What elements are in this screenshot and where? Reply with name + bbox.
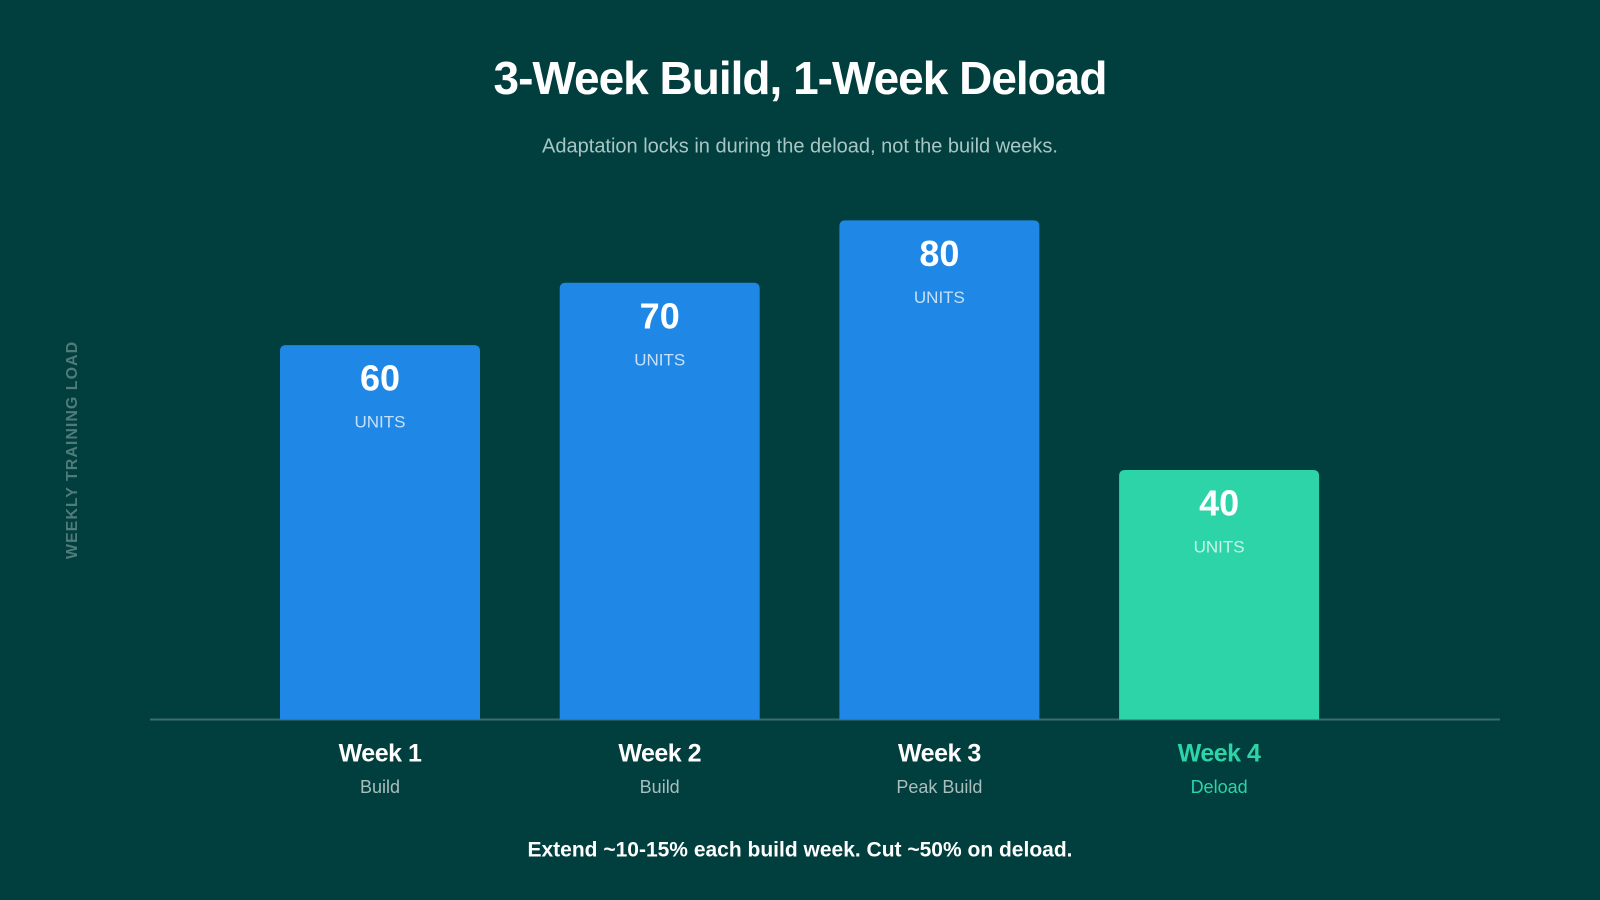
x-tick-label: Week 4	[1178, 740, 1261, 768]
unit-label: UNITS	[634, 350, 685, 369]
category-note: Deload	[1191, 777, 1248, 797]
bar	[559, 282, 760, 720]
footnote: Extend ~10-15% each build week. Cut ~50%…	[527, 839, 1072, 862]
category-note: Build	[640, 777, 680, 797]
unit-label: UNITS	[355, 413, 406, 432]
value-label: 60	[360, 358, 400, 399]
x-tick-label: Week 1	[339, 740, 422, 768]
unit-label: UNITS	[914, 288, 965, 307]
bar	[1119, 469, 1320, 720]
chart-title: 3-Week Build, 1-Week Deload	[494, 52, 1107, 104]
x-tick-label: Week 2	[618, 740, 701, 768]
value-label: 80	[919, 233, 959, 274]
value-label: 70	[640, 295, 680, 336]
value-label: 40	[1199, 482, 1239, 523]
category-note: Peak Build	[896, 777, 982, 797]
y-axis-label: WEEKLY TRAINING LOAD	[64, 341, 81, 559]
bar	[280, 345, 480, 720]
category-note: Build	[360, 777, 400, 797]
unit-label: UNITS	[1194, 537, 1245, 556]
bar	[839, 220, 1040, 720]
x-tick-label: Week 3	[898, 740, 981, 768]
chart-subtitle: Adaptation locks in during the deload, n…	[542, 135, 1058, 157]
